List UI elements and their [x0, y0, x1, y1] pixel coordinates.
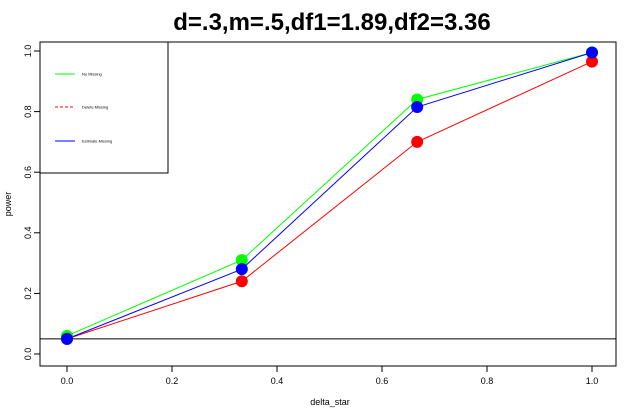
data-point-estimate-missing — [586, 46, 598, 59]
data-point-delete-missing — [235, 275, 248, 288]
data-point-estimate-missing — [235, 263, 248, 276]
x-tick-label: 0.8 — [481, 376, 494, 386]
x-axis-label: delta_star — [310, 397, 350, 407]
y-tick-label: 0.2 — [23, 287, 33, 300]
legend-label-delete-missing: Delete Missing — [82, 105, 108, 110]
y-tick-label: 0.6 — [23, 166, 33, 179]
x-tick-label: 0.0 — [61, 376, 74, 386]
y-axis: 0.0 0.2 0.4 0.6 0.8 1.0 — [23, 45, 41, 361]
series-line-delete-missing — [66, 61, 593, 340]
series-line-no-missing — [66, 52, 593, 337]
data-point-delete-missing — [586, 55, 598, 68]
data-point-no-missing — [235, 254, 248, 267]
x-tick-label: 1.0 — [586, 376, 599, 386]
data-point-estimate-missing — [61, 332, 73, 345]
data-point-delete-missing — [411, 135, 424, 148]
x-tick-label: 0.2 — [166, 376, 179, 386]
series-points-layer — [61, 46, 598, 345]
x-tick-label: 0.4 — [271, 376, 284, 386]
y-axis-label: power — [3, 192, 13, 217]
series-line-estimate-missing — [66, 52, 593, 340]
chart-title: d=.3,m=.5,df1=1.89,df2=3.36 — [173, 9, 491, 36]
legend: No Missing Delete Missing Estimate Missing — [39, 41, 169, 174]
y-tick-label: 1.0 — [23, 45, 33, 58]
series-lines-layer — [66, 52, 593, 340]
legend-label-no-missing: No Missing — [82, 72, 102, 77]
x-axis: 0.0 0.2 0.4 0.6 0.8 1.0 — [61, 365, 599, 386]
y-tick-label: 0.0 — [23, 348, 33, 361]
y-tick-label: 0.4 — [23, 227, 33, 240]
data-point-estimate-missing — [411, 101, 424, 114]
x-tick-label: 0.6 — [376, 376, 389, 386]
y-tick-label: 0.8 — [23, 105, 33, 118]
legend-label-estimate-missing: Estimate Missing — [82, 139, 112, 144]
